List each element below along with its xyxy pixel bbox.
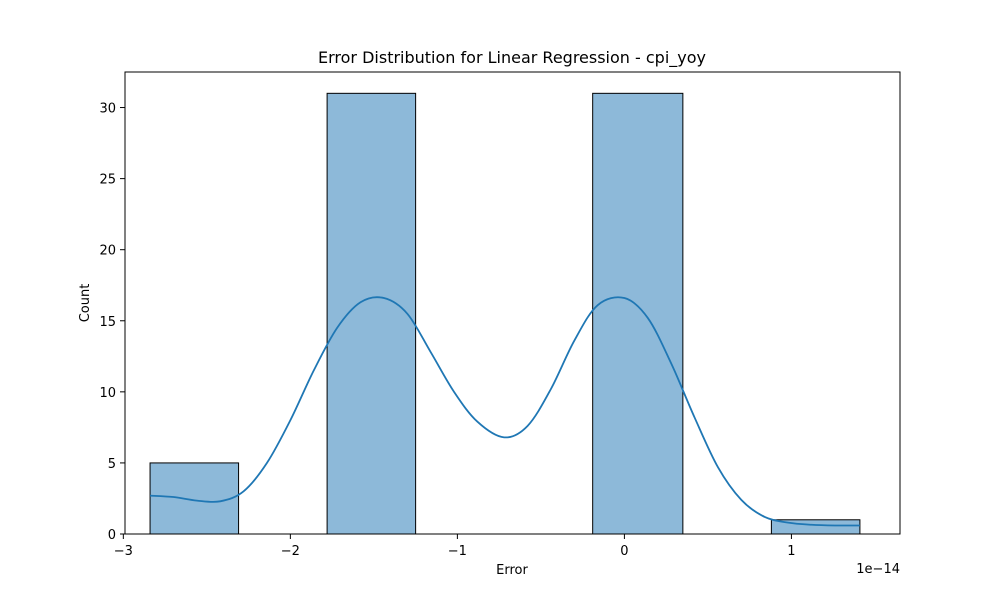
- y-tick-label: 30: [99, 102, 116, 117]
- chart-title: Error Distribution for Linear Regression…: [318, 48, 706, 68]
- x-tick-label: −3: [114, 544, 133, 559]
- y-tick-label: 5: [108, 457, 116, 472]
- histogram-bar-0: [149, 462, 240, 535]
- histogram-bar-2: [326, 92, 417, 535]
- x-axis-label: Error: [496, 563, 528, 578]
- x-tick-label: 1: [787, 544, 795, 559]
- plot-frame: [124, 71, 901, 535]
- x-axis-offset-text: 1e−14: [856, 562, 900, 577]
- y-tick-label: 20: [99, 244, 116, 259]
- y-tick-label: 15: [99, 315, 116, 330]
- x-tick-label: −1: [448, 544, 467, 559]
- y-axis-ticks: 0 5 10 15 20 25 30: [99, 102, 125, 543]
- y-tick-label: 25: [99, 173, 116, 188]
- y-axis-label: Count: [78, 284, 93, 323]
- x-axis-ticks: −3 −2 −1 0 1: [114, 534, 796, 559]
- histogram-bars: [149, 92, 861, 535]
- y-tick-label: 10: [99, 386, 116, 401]
- x-tick-label: −2: [281, 544, 300, 559]
- y-tick-label: 0: [108, 528, 116, 543]
- histogram-bar-5: [592, 92, 684, 535]
- kde-curve: [149, 296, 860, 527]
- x-tick-label: 0: [620, 544, 628, 559]
